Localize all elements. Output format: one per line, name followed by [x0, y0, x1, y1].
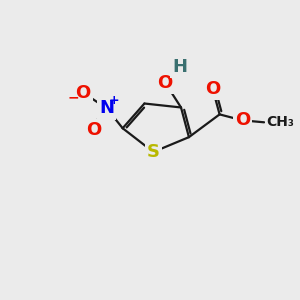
Text: O: O: [205, 80, 220, 98]
Text: O: O: [76, 84, 91, 102]
Text: N: N: [99, 100, 114, 118]
Text: H: H: [172, 58, 188, 76]
Text: +: +: [108, 94, 119, 107]
Text: O: O: [235, 111, 250, 129]
Text: S: S: [147, 143, 160, 161]
Text: O: O: [158, 74, 173, 92]
Text: CH₃: CH₃: [266, 115, 294, 129]
Text: O: O: [86, 121, 102, 139]
Text: −: −: [68, 91, 79, 105]
